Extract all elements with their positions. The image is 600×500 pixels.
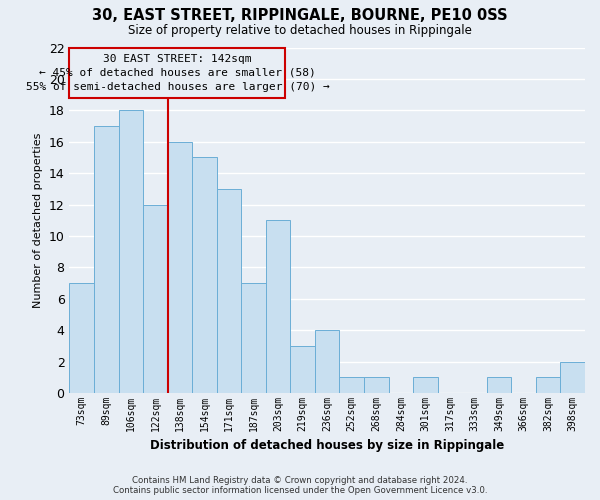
X-axis label: Distribution of detached houses by size in Rippingale: Distribution of detached houses by size … (150, 440, 505, 452)
Bar (340, 378, 364, 393)
Bar (364, 378, 389, 393)
Bar (167, 142, 192, 393)
Bar (560, 362, 585, 393)
Text: Size of property relative to detached houses in Rippingale: Size of property relative to detached ho… (128, 24, 472, 37)
Bar (217, 189, 241, 393)
Y-axis label: Number of detached properties: Number of detached properties (33, 132, 43, 308)
Text: Contains HM Land Registry data © Crown copyright and database right 2024.
Contai: Contains HM Land Registry data © Crown c… (113, 476, 487, 495)
Bar (192, 158, 217, 393)
Bar (241, 283, 266, 393)
Bar (94, 126, 119, 393)
Bar (70, 283, 94, 393)
Bar (119, 110, 143, 393)
Bar (413, 378, 437, 393)
Text: 30, EAST STREET, RIPPINGALE, BOURNE, PE10 0SS: 30, EAST STREET, RIPPINGALE, BOURNE, PE1… (92, 8, 508, 22)
Bar (143, 204, 167, 393)
Bar (266, 220, 290, 393)
Bar (487, 378, 511, 393)
Bar (315, 330, 340, 393)
FancyBboxPatch shape (70, 48, 286, 98)
Bar (290, 346, 315, 393)
Text: 30 EAST STREET: 142sqm
← 45% of detached houses are smaller (58)
55% of semi-det: 30 EAST STREET: 142sqm ← 45% of detached… (26, 54, 329, 92)
Bar (536, 378, 560, 393)
